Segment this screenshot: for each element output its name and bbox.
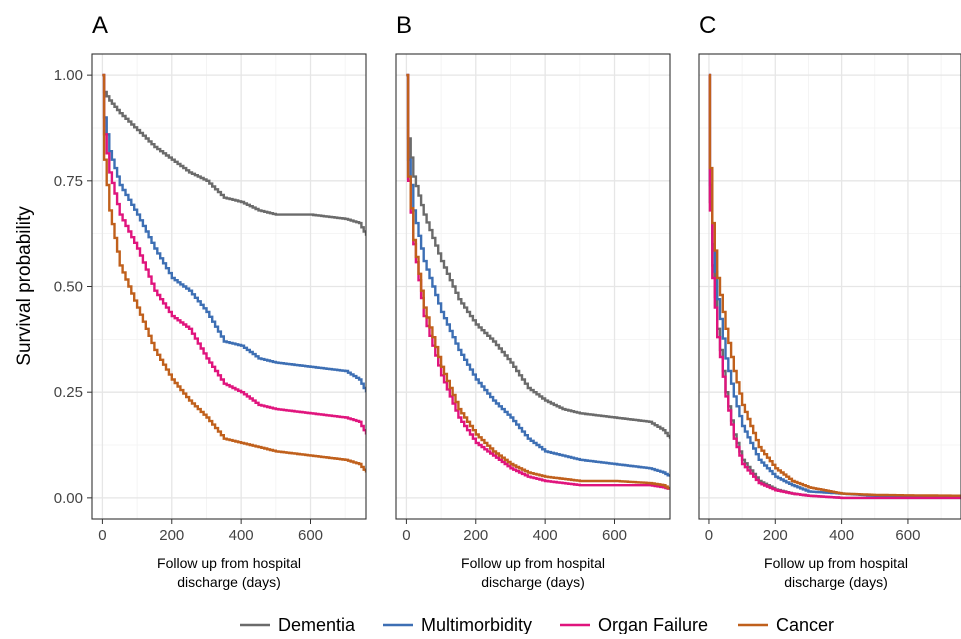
y-tick-label: 0.75 (54, 173, 83, 190)
x-tick-label: 400 (829, 527, 854, 544)
x-tick-label: 0 (705, 527, 713, 544)
curve-dementia (102, 73, 366, 236)
x-tick-label: 600 (895, 527, 920, 544)
legend-item-multimorbidity: Multimorbidity (383, 615, 532, 635)
x-tick-label: 0 (98, 527, 106, 544)
panels: 0 200 400 600 0.00 0.25 0.50 0.75 1.00 Follow up … (54, 12, 961, 590)
x-tick-label: 200 (463, 527, 488, 544)
curve-cancer (102, 73, 366, 473)
x-axis-title-line2: discharge (days) (177, 574, 281, 590)
panel-frame (395, 53, 671, 520)
x-tick-label: 400 (533, 527, 558, 544)
legend-label: Dementia (278, 615, 356, 634)
legend-label: Cancer (776, 615, 834, 634)
x-axis-title-line2: discharge (days) (784, 574, 888, 590)
panel-tag: A (92, 12, 108, 39)
x-tick-label: 600 (298, 527, 323, 544)
curves (102, 73, 366, 473)
panel-a: 0 200 400 600 0.00 0.25 0.50 0.75 1.00 Follow up … (54, 12, 367, 590)
curve-multimorbidity (708, 73, 961, 497)
panel-c: 0 200 400 600 Follow up from hospital dischar… (698, 12, 961, 590)
y-tick-label: 0.00 (54, 490, 83, 507)
legend-item-dementia: Dementia (240, 615, 356, 635)
panel-tag: B (396, 12, 412, 39)
curve-cancer (406, 73, 670, 490)
panel-frame (698, 53, 961, 520)
panel-tag: C (699, 12, 716, 39)
x-axis-title-line1: Follow up from hospital (157, 555, 301, 571)
y-tick-label: 0.50 (54, 279, 83, 296)
legend-item-cancer: Cancer (738, 615, 834, 635)
x-axis-title-line1: Follow up from hospital (461, 555, 605, 571)
y-tick-label: 0.25 (54, 384, 83, 401)
curve-organ-failure (102, 73, 366, 435)
legend-label: Multimorbidity (421, 615, 532, 634)
y-tick-label: 1.00 (54, 67, 83, 84)
curves (406, 73, 670, 490)
gridlines (92, 54, 366, 519)
x-tick-label: 600 (602, 527, 627, 544)
x-tick-label: 200 (763, 527, 788, 544)
legend-label: Organ Failure (598, 615, 708, 634)
legend: Dementia Multimorbidity Organ Failure Cance… (240, 615, 834, 635)
y-axis-title: Survival probability (14, 206, 35, 366)
x-axis-title-line1: Follow up from hospital (764, 555, 908, 571)
curve-dementia (406, 73, 670, 439)
curve-organ-failure (708, 73, 961, 500)
curve-multimorbidity (102, 73, 366, 393)
legend-item-organ-failure: Organ Failure (560, 615, 708, 635)
gridlines (396, 54, 670, 519)
curve-organ-failure (406, 73, 670, 490)
x-tick-label: 0 (402, 527, 410, 544)
curves (708, 73, 961, 500)
curve-cancer (708, 73, 961, 497)
x-tick-label: 200 (159, 527, 184, 544)
curve-multimorbidity (406, 73, 670, 477)
x-tick-label: 400 (229, 527, 254, 544)
x-axis-title-line2: discharge (days) (481, 574, 585, 590)
gridlines (699, 54, 961, 519)
panel-b: 0 200 400 600 Follow up from hospital dischar… (395, 12, 671, 590)
